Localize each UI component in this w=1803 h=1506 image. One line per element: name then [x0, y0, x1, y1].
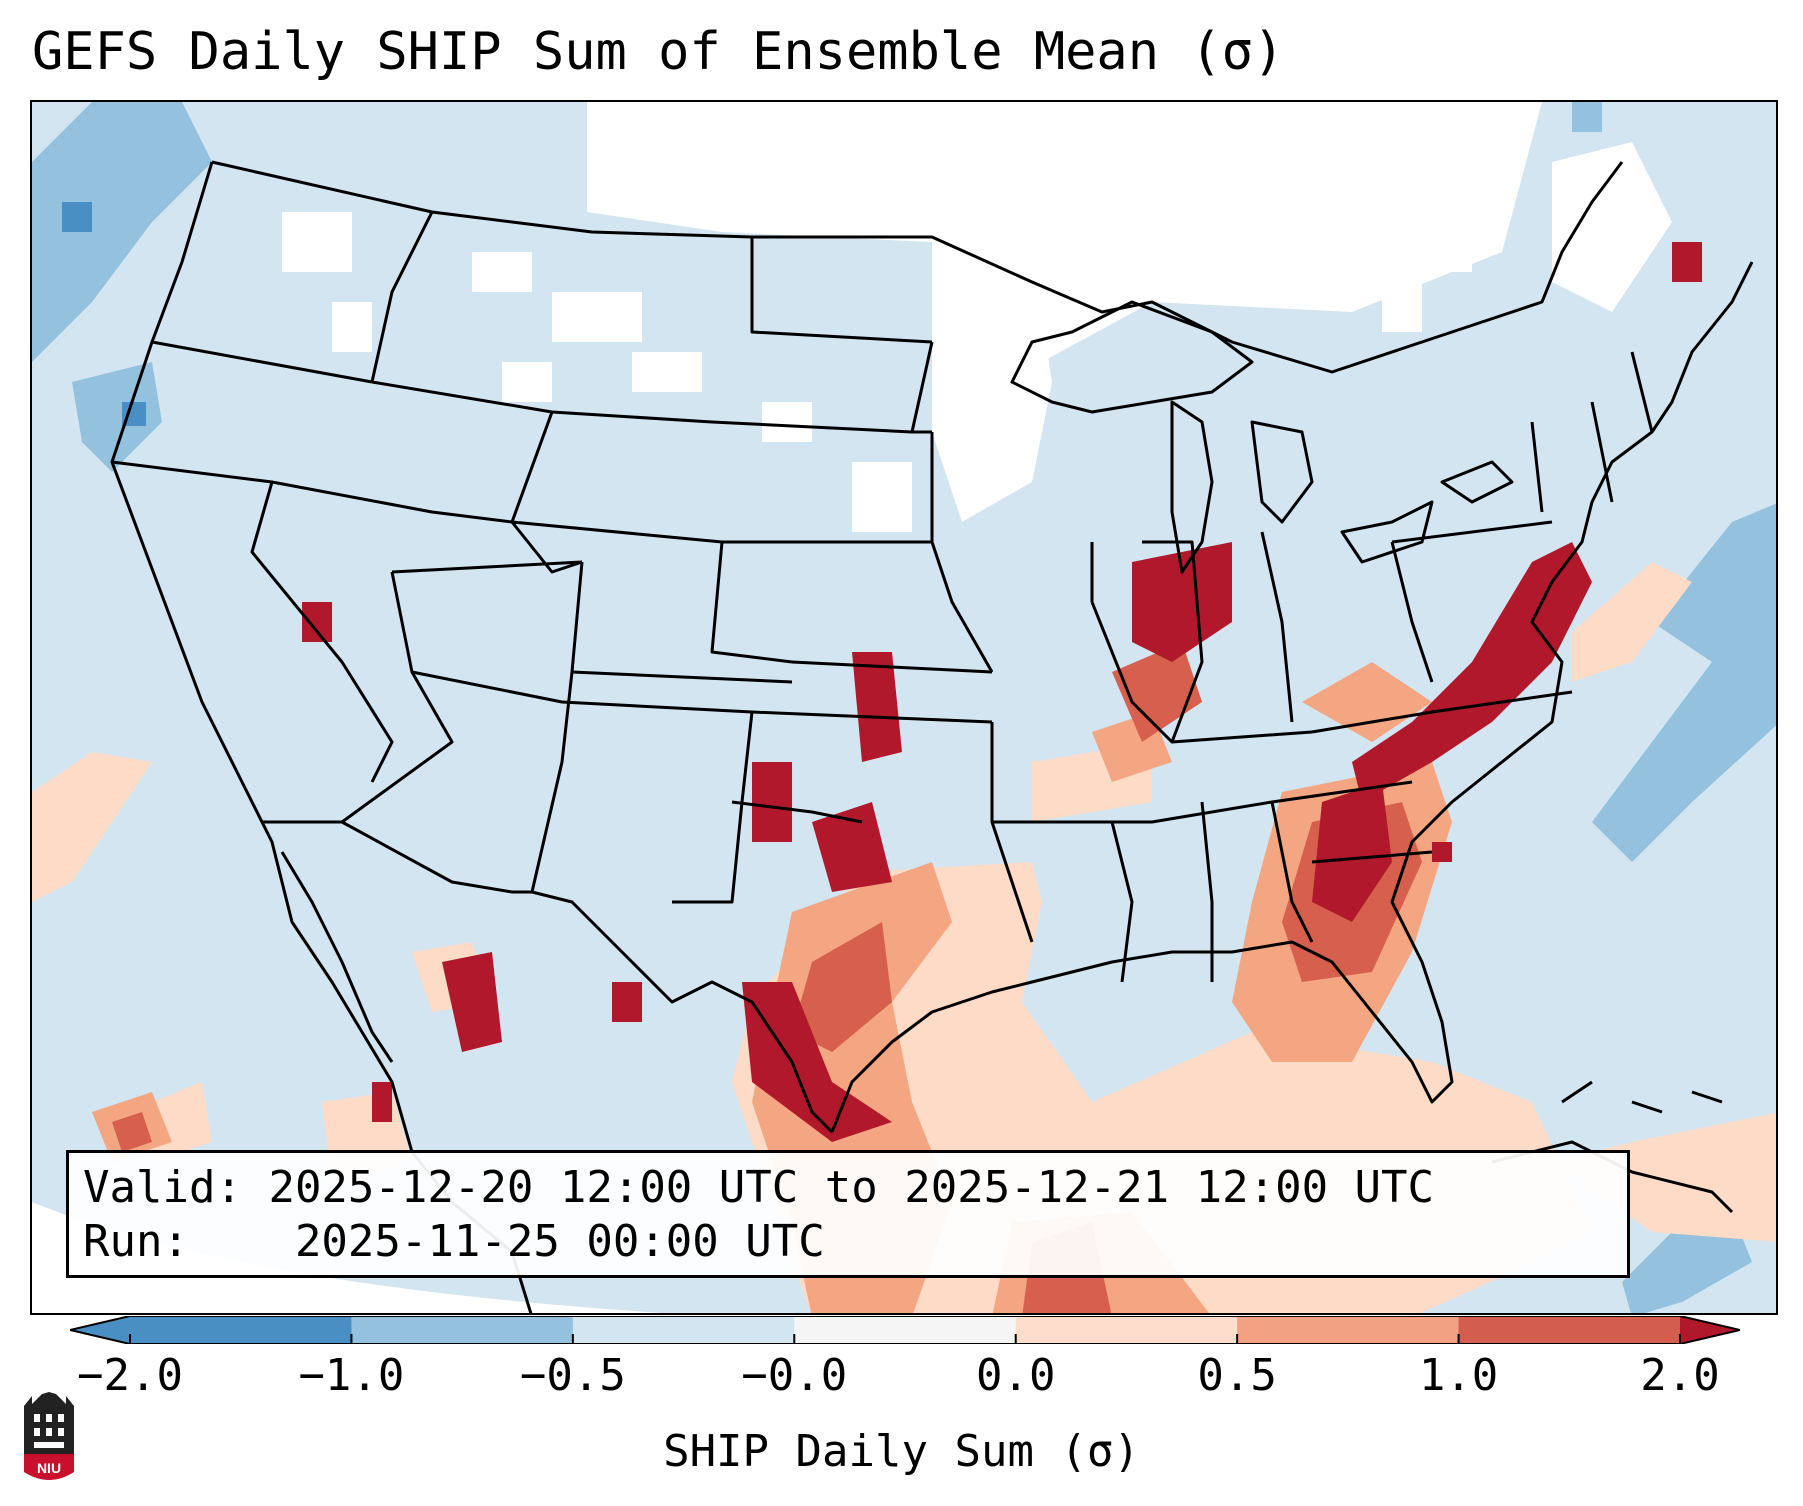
state-line	[341, 571, 454, 824]
lake-superior	[1010, 300, 1254, 414]
state-line	[930, 432, 994, 673]
state-line	[510, 411, 583, 574]
lake-huron	[1250, 420, 1314, 524]
colorbar-ticks: −2.0 −1.0 −0.5 −0.0 0.0 0.5 1.0 2.0	[0, 1350, 1803, 1410]
state-line	[1270, 801, 1314, 943]
state-line	[1630, 351, 1654, 433]
state-line	[111, 460, 513, 524]
state-line	[1110, 821, 1134, 983]
colorbar-extend-high	[1680, 1316, 1740, 1344]
state-line	[731, 800, 863, 824]
state-line	[1590, 401, 1614, 503]
canada-border	[211, 160, 1624, 374]
colorbar-tick-label: −0.0	[741, 1350, 848, 1401]
state-line	[990, 722, 1034, 943]
state-line	[992, 780, 1413, 824]
state-line	[1311, 850, 1433, 864]
map-svg	[32, 102, 1776, 1313]
map-title: GEFS Daily SHIP Sum of Ensemble Mean (σ)	[32, 22, 1285, 82]
state-line	[571, 670, 793, 684]
colorbar-tick-label: 0.5	[1197, 1350, 1277, 1401]
state-line	[250, 481, 394, 783]
state-line	[370, 211, 434, 383]
bahamas	[1561, 1080, 1723, 1114]
colorbar-segment	[1015, 1316, 1238, 1344]
strong-positive-regions	[302, 242, 1702, 1142]
map-panel	[30, 100, 1778, 1315]
state-line	[1260, 531, 1294, 723]
lake-erie	[1340, 500, 1434, 564]
state-line	[411, 670, 993, 724]
svg-text:NIU: NIU	[37, 1460, 61, 1476]
state-line	[391, 560, 583, 574]
state-line	[1391, 520, 1553, 544]
colorbar-tick-label: −2.0	[77, 1350, 183, 1401]
state-line	[1390, 541, 1434, 683]
colorbar-segment	[351, 1316, 574, 1344]
state-line	[791, 660, 993, 674]
colorbar-tick-label: 0.0	[975, 1350, 1056, 1401]
colorbar-segment	[1237, 1316, 1460, 1344]
boundaries	[110, 160, 1754, 1313]
lake-ontario	[1440, 460, 1514, 504]
state-line	[1142, 540, 1204, 743]
colorbar-tick-label: 1.0	[1418, 1350, 1499, 1401]
colorbar	[70, 1316, 1740, 1344]
state-line	[1200, 801, 1214, 982]
colorbar-segment	[572, 1316, 795, 1344]
valid-label: Valid:	[83, 1162, 242, 1213]
projection-edge	[32, 1202, 664, 1313]
east-coast	[830, 261, 1754, 1133]
colorbar-tick-label: −1.0	[298, 1350, 405, 1401]
near-zero-regions	[282, 102, 1672, 532]
colorbar-segment	[130, 1316, 352, 1344]
cuba-coast	[1491, 1140, 1734, 1214]
colorbar-segment	[1458, 1316, 1681, 1344]
state-line	[1090, 601, 1313, 744]
state-line	[710, 541, 793, 664]
state-line	[151, 340, 373, 384]
state-line	[750, 237, 933, 344]
valid-time-range: 2025-12-20 12:00 UTC to 2025-12-21 12:00…	[268, 1162, 1435, 1213]
colorbar-label: SHIP Daily Sum (σ)	[663, 1426, 1140, 1477]
colorbar-segment	[794, 1316, 1017, 1344]
run-time: 2025-11-25 00:00 UTC	[294, 1216, 825, 1267]
state-line	[371, 380, 932, 434]
baja-coast	[280, 851, 394, 1063]
colorbar-tick-label: −0.5	[519, 1350, 626, 1401]
mexico-border	[262, 820, 834, 1134]
run-label: Run:	[83, 1216, 189, 1267]
state-line	[530, 561, 584, 893]
state-line	[1311, 690, 1573, 734]
state-line	[672, 711, 754, 904]
validity-info-box: Valid: 2025-12-20 12:00 UTC to 2025-12-2…	[66, 1150, 1630, 1278]
niu-logo: NIU	[24, 1392, 74, 1480]
state-line	[910, 341, 934, 433]
state-line	[1530, 421, 1544, 513]
colorbar-tick-label: 2.0	[1640, 1350, 1720, 1401]
colorbar-extend-low	[70, 1316, 130, 1344]
lake-michigan	[1170, 400, 1214, 574]
colorbar-segments	[70, 1316, 1740, 1344]
